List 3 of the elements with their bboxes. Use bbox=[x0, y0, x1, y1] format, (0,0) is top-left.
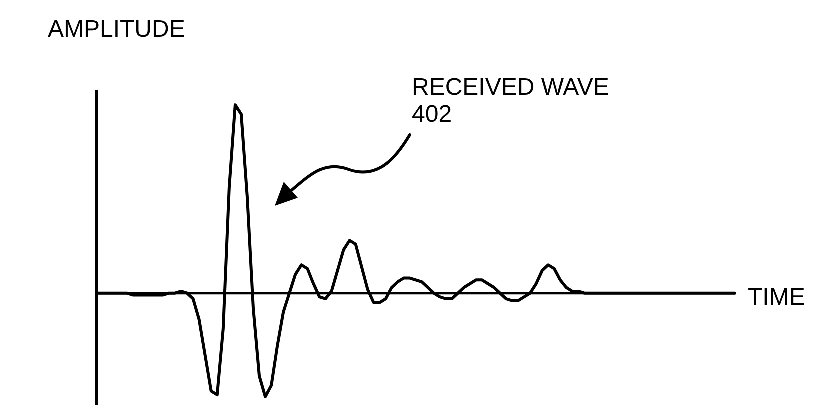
x-axis-title: TIME bbox=[748, 284, 806, 312]
y-axis-title: AMPLITUDE bbox=[48, 16, 186, 44]
annotation: RECEIVED WAVE 402 bbox=[412, 74, 610, 128]
